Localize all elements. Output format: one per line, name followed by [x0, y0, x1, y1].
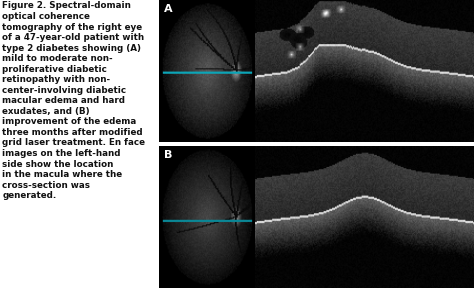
Text: Figure 2. Spectral-domain
optical coherence
tomography of the right eye
of a 47-: Figure 2. Spectral-domain optical cohere… [2, 1, 146, 200]
Text: B: B [164, 150, 173, 160]
Text: A: A [164, 4, 173, 14]
